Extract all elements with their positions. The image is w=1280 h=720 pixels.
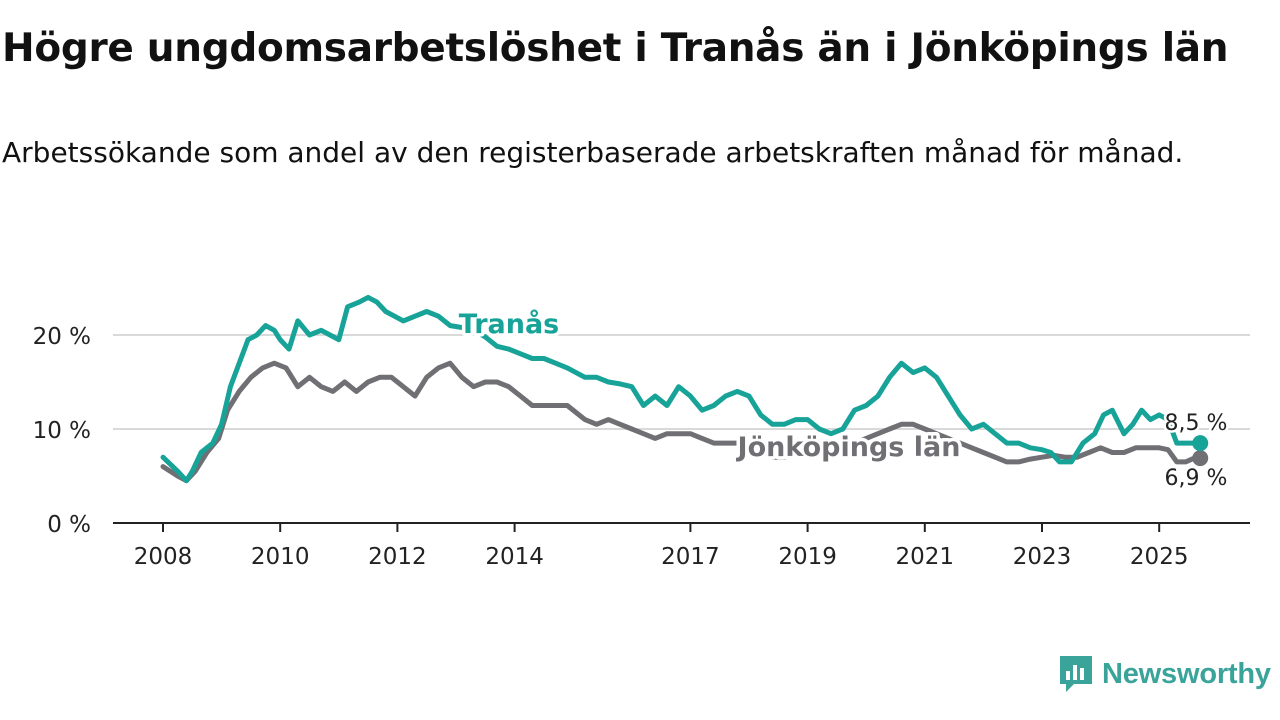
- x-tick-label: 2012: [368, 544, 427, 570]
- series-layer: [160, 294, 1209, 484]
- x-tick-label: 2014: [485, 544, 544, 570]
- chart-subtitle: Arbetssökande som andel av den registerb…: [2, 136, 1184, 169]
- newsworthy-brand[interactable]: Newsworthy: [1058, 654, 1271, 694]
- y-tick-label: 0 %: [47, 512, 91, 538]
- series-line-tranas: [160, 294, 1203, 484]
- series-label-jonkopings-lan: Jönköpings län: [736, 432, 961, 463]
- end-value-label-jonkopings-lan: 6,9 %: [1165, 466, 1228, 491]
- series-label-tranas: Tranås: [459, 308, 560, 340]
- x-tick-label: 2010: [251, 544, 310, 570]
- series-line-jonkopings-lan: [160, 360, 1203, 484]
- end-point-jonkopings-lan: [1192, 450, 1209, 467]
- axis-layer: 0 % 10 % 20 % 2008 2010 2012 2014 2017 2019 2021 2…: [33, 324, 1250, 570]
- end-point-tranas: [1192, 435, 1209, 452]
- brand-name: Newsworthy: [1102, 657, 1271, 690]
- x-tick-label: 2019: [778, 544, 837, 570]
- x-tick-label: 2021: [896, 544, 955, 570]
- y-tick-label: 10 %: [33, 418, 91, 444]
- grid-layer: [113, 334, 1250, 430]
- x-tick-label: 2025: [1130, 544, 1189, 570]
- y-tick-label: 20 %: [33, 324, 91, 350]
- label-layer: Tranås Jönköpings län 8,5 % 6,9 %: [455, 305, 1230, 494]
- newsworthy-logo-icon: [1060, 656, 1092, 692]
- x-tick-label: 2023: [1013, 544, 1072, 570]
- line-chart: 0 % 10 % 20 % 2008 2010 2012 2014 2017 2019 2021 2…: [33, 294, 1250, 570]
- x-tick-label: 2008: [134, 544, 193, 570]
- x-tick-label: 2017: [661, 544, 720, 570]
- chart-title: Högre ungdomsarbetslöshet i Tranås än i …: [2, 26, 1229, 71]
- end-value-label-tranas: 8,5 %: [1165, 411, 1228, 436]
